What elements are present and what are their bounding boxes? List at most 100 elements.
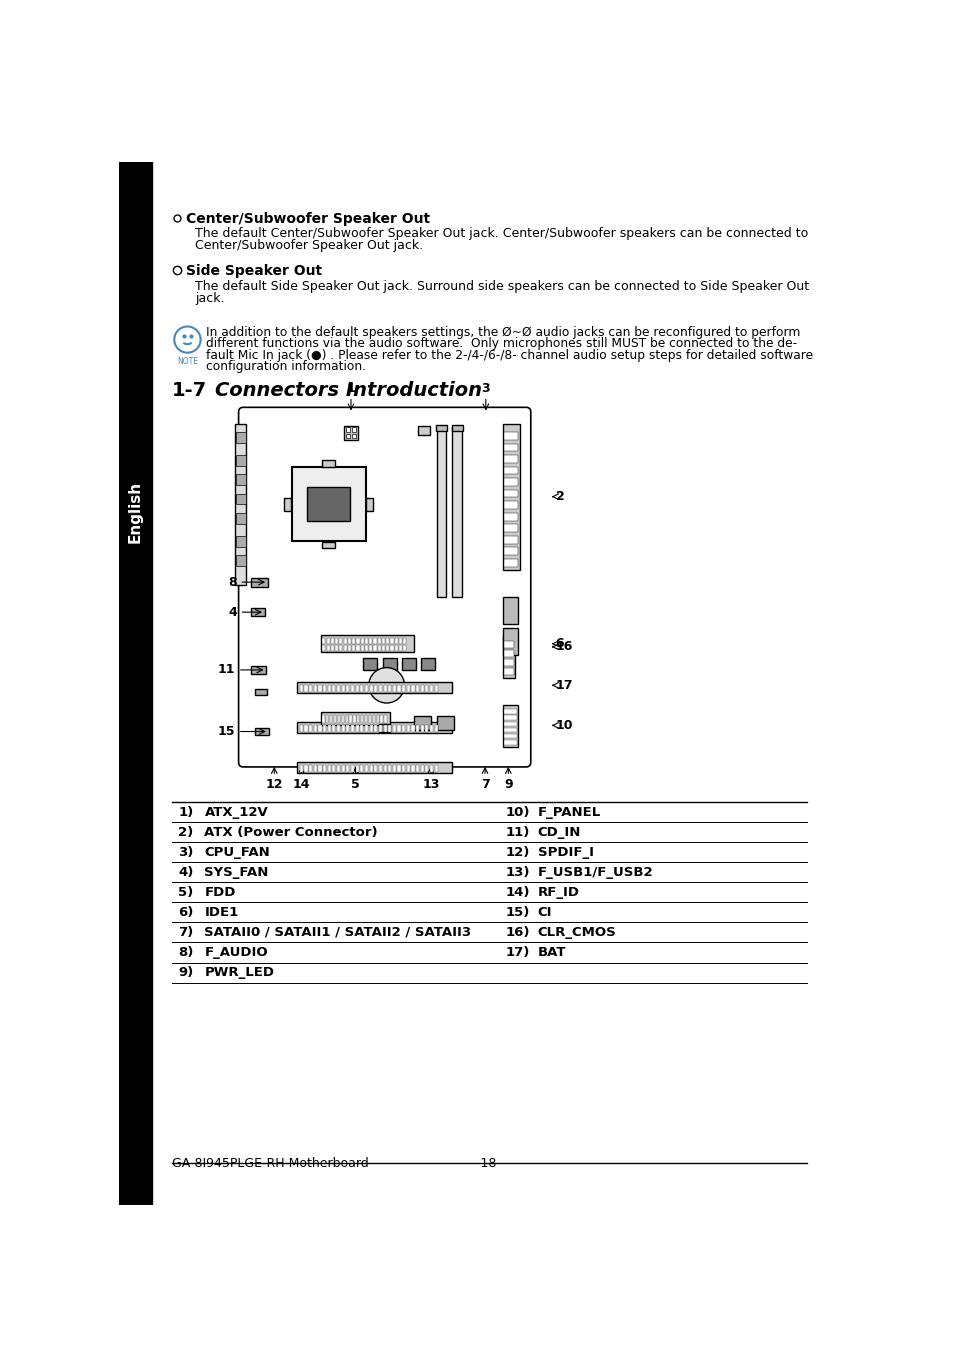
Text: ATX (Power Connector): ATX (Power Connector) <box>204 826 377 839</box>
Bar <box>355 685 358 692</box>
Bar <box>355 765 358 772</box>
Bar <box>369 685 373 692</box>
Bar <box>346 724 349 733</box>
Bar <box>322 646 325 651</box>
Text: CI: CI <box>537 906 552 919</box>
Bar <box>351 765 354 772</box>
Bar <box>251 666 266 674</box>
Bar <box>369 715 371 723</box>
Bar <box>416 765 418 772</box>
Bar <box>323 724 326 733</box>
Text: 15: 15 <box>218 724 235 738</box>
Text: 16: 16 <box>555 640 573 654</box>
Bar <box>393 765 395 772</box>
Bar <box>378 765 381 772</box>
Bar <box>341 715 344 723</box>
Text: 5: 5 <box>351 777 359 791</box>
Text: 1-7: 1-7 <box>172 382 207 401</box>
Text: 14): 14) <box>505 886 529 899</box>
Bar <box>341 765 344 772</box>
Bar <box>402 724 405 733</box>
Text: RF_ID: RF_ID <box>537 886 579 899</box>
Bar <box>436 716 454 730</box>
Bar <box>236 455 245 466</box>
Text: 3: 3 <box>481 382 490 395</box>
Bar <box>318 765 321 772</box>
Bar <box>363 658 377 670</box>
Bar <box>504 669 513 676</box>
Text: 16): 16) <box>505 926 529 938</box>
Bar <box>323 765 326 772</box>
Bar <box>346 765 349 772</box>
Bar <box>430 765 433 772</box>
Bar <box>402 658 416 670</box>
Text: 11: 11 <box>218 663 235 677</box>
Bar <box>395 646 397 651</box>
Bar <box>366 498 373 510</box>
Bar <box>504 640 513 647</box>
Bar <box>332 685 335 692</box>
Bar <box>381 638 385 643</box>
Text: F_AUDIO: F_AUDIO <box>204 946 268 959</box>
Text: - 18 -: - 18 - <box>472 1158 505 1170</box>
Bar <box>360 765 363 772</box>
Bar <box>374 765 377 772</box>
Bar <box>336 765 340 772</box>
Bar <box>314 685 316 692</box>
Bar <box>339 638 342 643</box>
Text: 2: 2 <box>555 490 564 504</box>
Bar <box>504 547 517 555</box>
Bar <box>393 724 395 733</box>
Bar <box>360 724 363 733</box>
Text: jack.: jack. <box>195 292 225 305</box>
Bar <box>504 715 517 720</box>
Bar <box>504 727 517 733</box>
Bar <box>403 646 406 651</box>
Bar <box>254 727 269 735</box>
Bar <box>320 712 390 724</box>
Bar <box>331 646 334 651</box>
Bar <box>369 638 372 643</box>
Text: configuration information.: configuration information. <box>206 360 366 374</box>
Bar <box>322 460 335 467</box>
Text: 9): 9) <box>178 965 193 979</box>
Bar <box>504 650 513 657</box>
Bar <box>397 765 400 772</box>
Bar <box>355 724 358 733</box>
Bar <box>297 682 452 693</box>
Bar <box>314 765 316 772</box>
Bar <box>398 646 402 651</box>
Bar <box>119 162 152 1205</box>
Bar <box>334 715 335 723</box>
Bar <box>388 724 391 733</box>
Bar <box>309 685 312 692</box>
Bar <box>332 724 335 733</box>
Bar <box>365 646 368 651</box>
Bar <box>395 638 397 643</box>
Bar <box>373 646 376 651</box>
Bar <box>320 635 414 653</box>
Bar <box>502 635 515 677</box>
Bar <box>381 646 385 651</box>
Text: F_USB1/F_USB2: F_USB1/F_USB2 <box>537 867 653 879</box>
Text: 9: 9 <box>503 777 512 791</box>
Text: 15): 15) <box>505 906 529 919</box>
Bar <box>353 715 355 723</box>
Bar <box>345 428 350 432</box>
Text: Center/Subwoofer Speaker Out jack.: Center/Subwoofer Speaker Out jack. <box>195 240 423 252</box>
Text: 13: 13 <box>421 777 439 791</box>
Bar <box>314 724 316 733</box>
Text: GA-8I945PLGE-RH Motherboard: GA-8I945PLGE-RH Motherboard <box>172 1158 368 1170</box>
Bar <box>365 765 368 772</box>
Bar <box>383 765 386 772</box>
Bar <box>304 685 307 692</box>
Bar <box>393 685 395 692</box>
Bar <box>326 638 330 643</box>
Bar <box>378 685 381 692</box>
Bar <box>416 724 418 733</box>
Bar <box>236 555 245 566</box>
Text: 4: 4 <box>228 605 236 619</box>
Text: 1): 1) <box>178 806 193 819</box>
Text: Side Speaker Out: Side Speaker Out <box>186 264 322 278</box>
Bar <box>292 467 365 540</box>
